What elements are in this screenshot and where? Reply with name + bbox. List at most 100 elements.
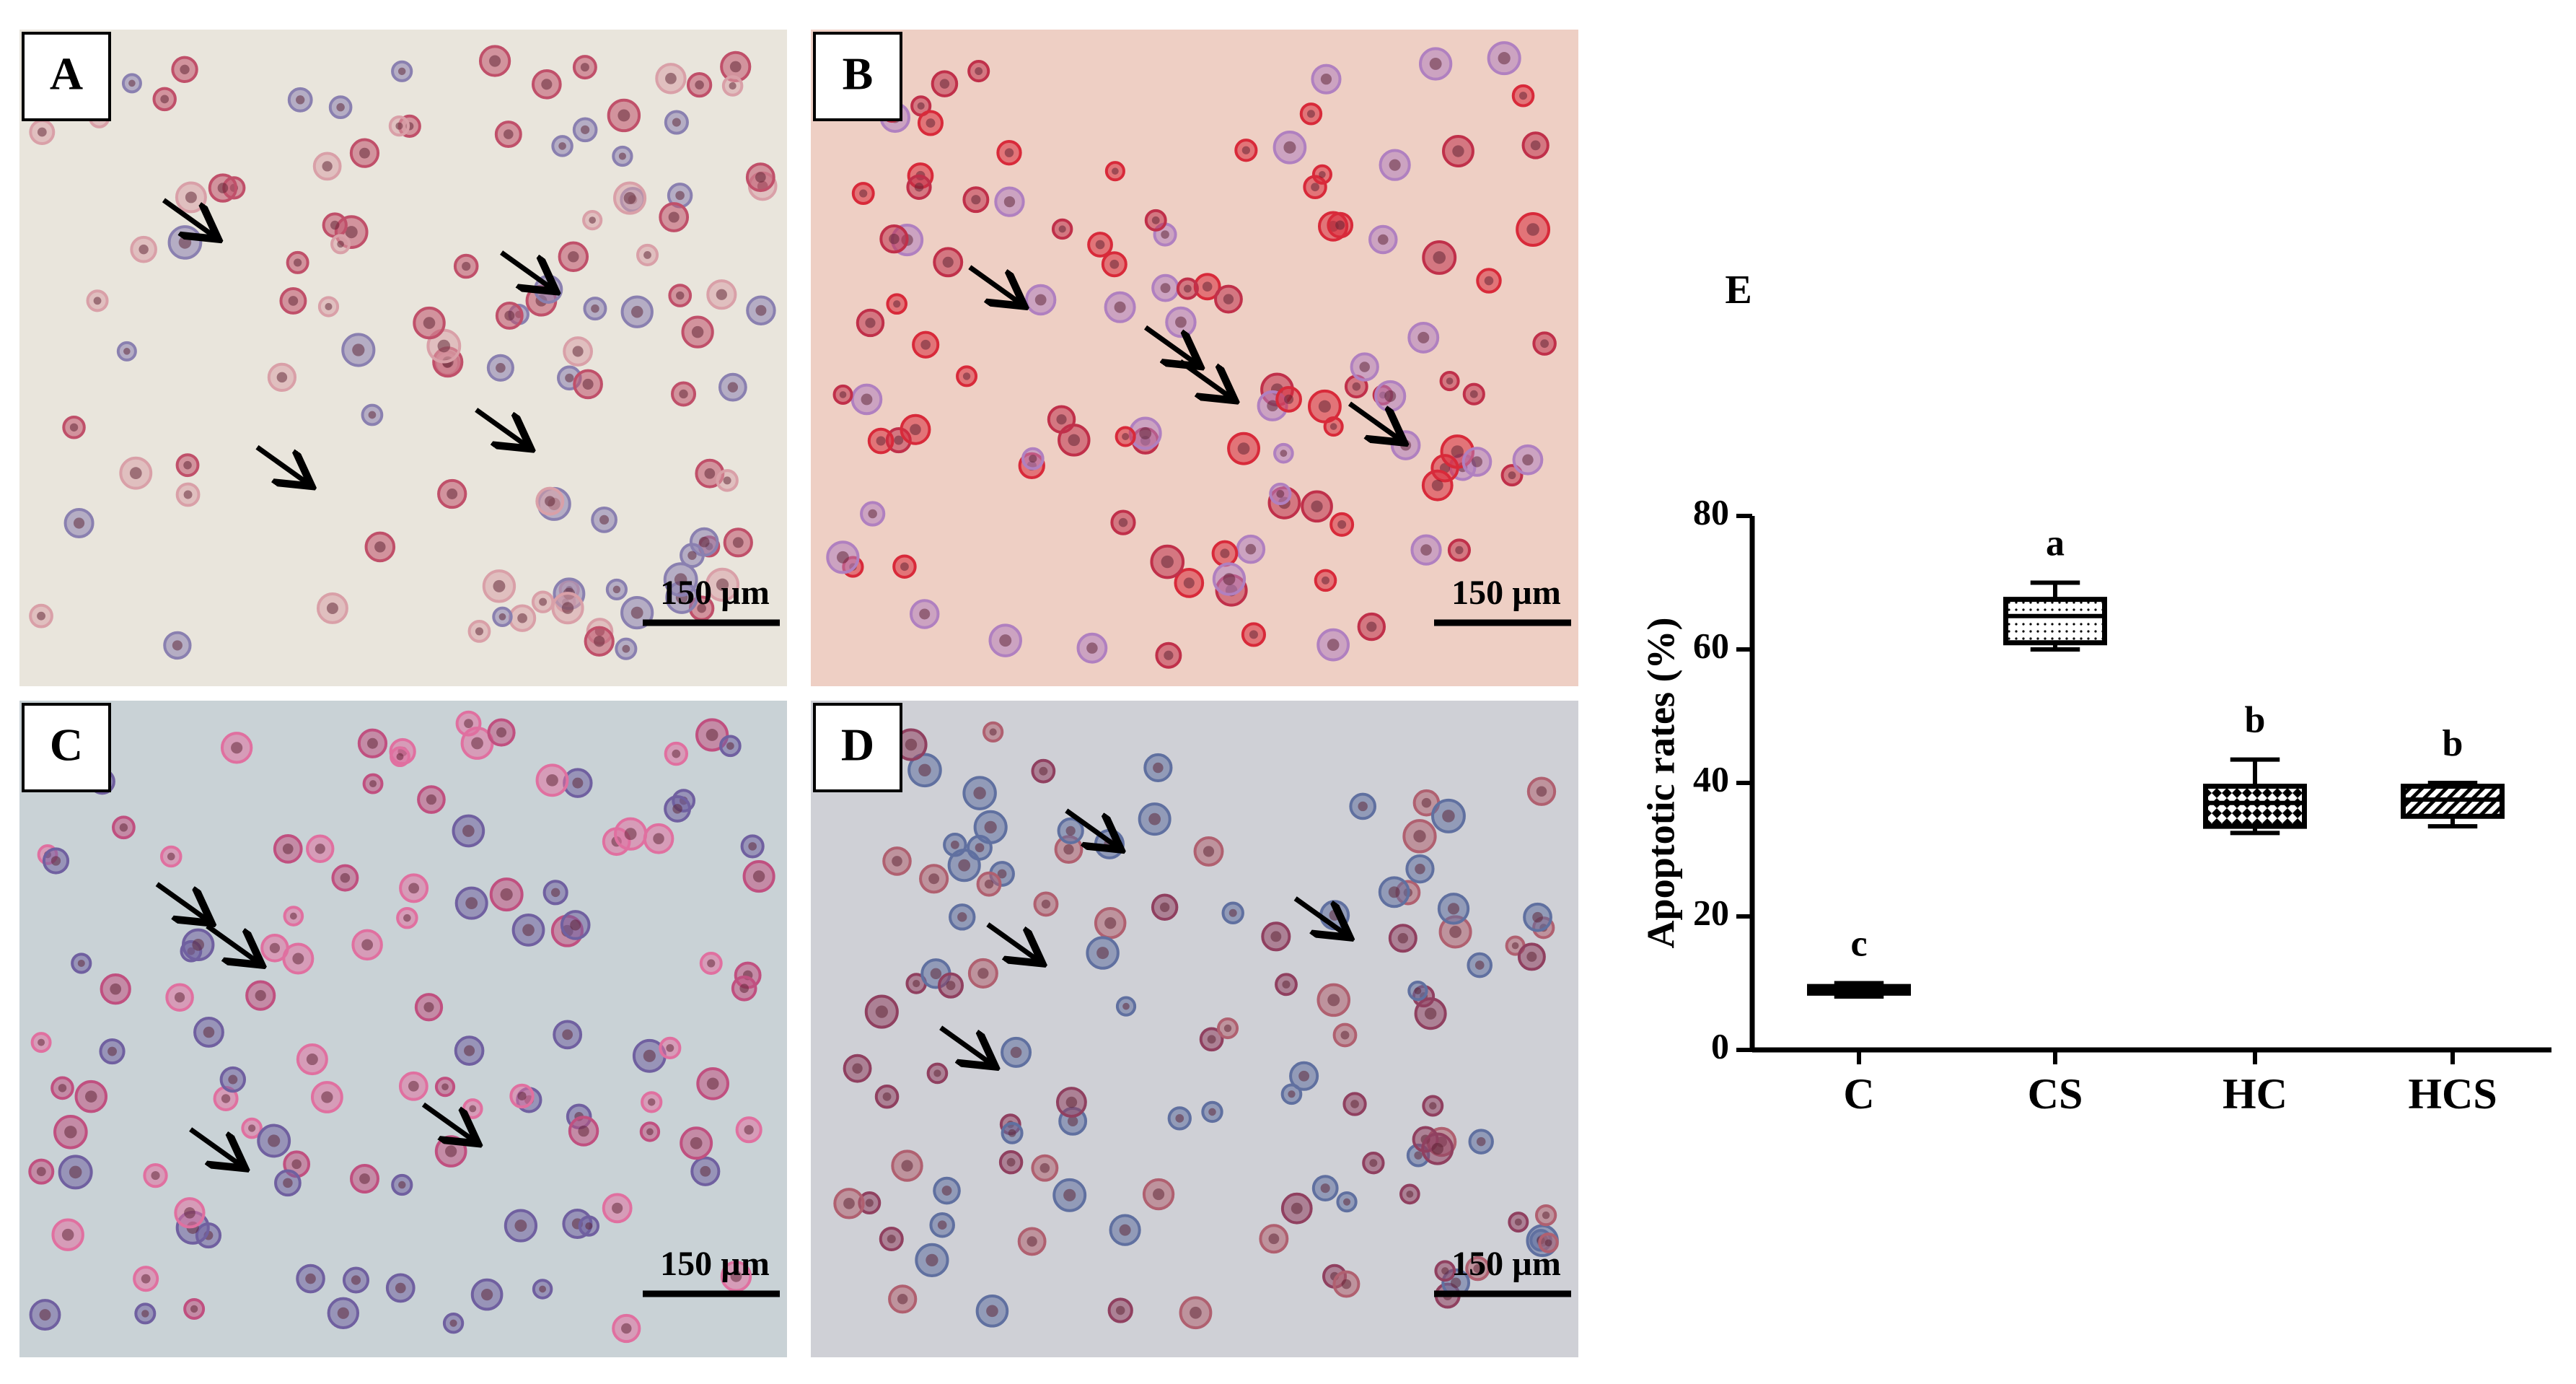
nucleus bbox=[897, 1294, 908, 1305]
nucleus bbox=[174, 992, 185, 1003]
nucleus bbox=[612, 585, 621, 594]
nucleus bbox=[1327, 639, 1340, 651]
y-tick-label: 20 bbox=[1693, 892, 1729, 932]
scale-bar-label: 150 µm bbox=[660, 574, 770, 612]
nucleus bbox=[585, 1222, 593, 1230]
nucleus bbox=[918, 763, 931, 777]
panel-label-box bbox=[22, 703, 111, 792]
nucleus bbox=[1343, 1198, 1351, 1206]
nucleus bbox=[1223, 1024, 1232, 1033]
nucleus bbox=[119, 823, 128, 832]
nucleus bbox=[1397, 933, 1409, 944]
scale-bar-label: 150 µm bbox=[1451, 1245, 1561, 1283]
nucleus bbox=[1039, 766, 1048, 776]
nucleus bbox=[1469, 390, 1478, 398]
nucleus bbox=[437, 339, 451, 353]
nucleus bbox=[1442, 810, 1455, 823]
nucleus bbox=[423, 317, 436, 329]
nucleus bbox=[668, 211, 680, 223]
nucleus bbox=[630, 305, 643, 318]
nucleus bbox=[73, 517, 85, 529]
nucleus bbox=[1508, 471, 1516, 480]
nucleus bbox=[687, 551, 697, 560]
nucleus bbox=[1544, 1239, 1552, 1247]
nucleus bbox=[1241, 146, 1251, 154]
nucleus bbox=[1119, 1224, 1131, 1236]
nucleus bbox=[296, 95, 305, 105]
nucleus bbox=[203, 1026, 215, 1038]
nucleus bbox=[1202, 281, 1213, 292]
nucleus bbox=[61, 1228, 74, 1241]
arrow bbox=[1065, 808, 1117, 846]
nucleus bbox=[958, 859, 971, 872]
nucleus bbox=[1471, 456, 1482, 468]
nucleus bbox=[423, 1002, 434, 1012]
nucleus bbox=[141, 1274, 151, 1284]
nucleus bbox=[1514, 1218, 1522, 1226]
nucleus bbox=[180, 64, 190, 74]
nucleus bbox=[975, 67, 983, 75]
nucleus bbox=[64, 1126, 77, 1139]
nucleus bbox=[321, 1091, 333, 1103]
nucleus bbox=[852, 1063, 863, 1074]
nucleus bbox=[1511, 942, 1519, 950]
nucleus bbox=[744, 1125, 754, 1135]
nucleus bbox=[882, 1092, 892, 1101]
nucleus bbox=[1058, 225, 1066, 233]
micrograph-background bbox=[19, 30, 787, 686]
nucleus bbox=[561, 602, 574, 614]
y-axis-title: Apoptotic rates (%) bbox=[1639, 618, 1682, 949]
nucleus bbox=[1153, 762, 1164, 774]
nucleus bbox=[359, 147, 370, 159]
nucleus bbox=[496, 362, 506, 373]
nucleus bbox=[1335, 220, 1345, 230]
nucleus bbox=[39, 1309, 51, 1321]
nucleus bbox=[939, 79, 950, 89]
nucleus bbox=[730, 1270, 742, 1282]
nucleus bbox=[1139, 427, 1152, 439]
nucleus bbox=[50, 856, 61, 866]
nucleus bbox=[469, 1105, 477, 1113]
nucleus bbox=[989, 728, 997, 736]
nucleus bbox=[1160, 283, 1171, 294]
nucleus bbox=[1329, 423, 1337, 430]
arrow bbox=[500, 250, 552, 289]
arrow bbox=[1293, 896, 1346, 934]
nucleus bbox=[926, 1253, 938, 1267]
nucleus bbox=[732, 537, 744, 548]
significance-label: b bbox=[2245, 700, 2266, 741]
nucleus bbox=[622, 644, 630, 653]
nucleus bbox=[184, 1206, 195, 1219]
nucleus bbox=[675, 190, 685, 201]
nucleus bbox=[368, 411, 377, 419]
nucleus bbox=[231, 742, 243, 754]
nucleus bbox=[1431, 479, 1443, 491]
nucleus bbox=[621, 1323, 632, 1334]
nucleus bbox=[1276, 489, 1285, 498]
nucleus bbox=[337, 240, 344, 248]
nucleus bbox=[1039, 1162, 1050, 1173]
nucleus bbox=[369, 780, 377, 788]
nucleus bbox=[1341, 1279, 1352, 1289]
nucleus bbox=[562, 1029, 573, 1041]
nucleus bbox=[836, 551, 849, 564]
nucleus bbox=[514, 1219, 527, 1232]
nucleus bbox=[1284, 394, 1294, 404]
nucleus bbox=[221, 1094, 231, 1103]
panel-label-box bbox=[22, 32, 111, 121]
nucleus bbox=[1369, 1159, 1378, 1168]
nucleus bbox=[129, 467, 142, 480]
nucleus bbox=[1429, 1102, 1437, 1110]
nucleus bbox=[1175, 316, 1187, 328]
nucleus bbox=[36, 1167, 46, 1176]
nucleus bbox=[920, 339, 931, 350]
nucleus bbox=[1063, 844, 1074, 855]
nucleus bbox=[1536, 786, 1547, 797]
nucleus bbox=[1532, 911, 1543, 923]
nucleus bbox=[893, 300, 901, 308]
panel-label: C bbox=[50, 719, 83, 771]
nucleus bbox=[545, 496, 555, 507]
nucleus bbox=[1311, 183, 1319, 192]
nucleus bbox=[330, 220, 340, 230]
nucleus bbox=[1164, 650, 1174, 660]
